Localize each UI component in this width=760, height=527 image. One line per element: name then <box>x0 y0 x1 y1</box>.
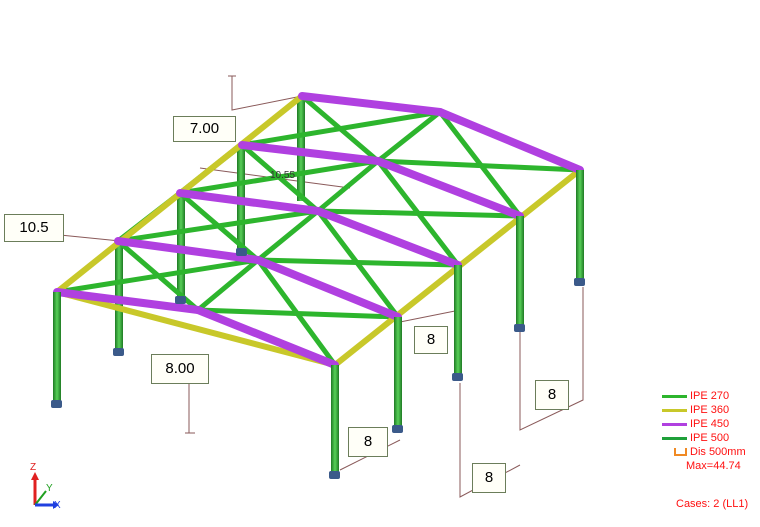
dimension-label-mid-span: 10.55 <box>270 170 296 181</box>
support <box>514 324 525 332</box>
axis-y-label: Y <box>46 483 53 494</box>
dimension-label-bay-b: 8 <box>535 380 569 410</box>
dimension-label-bay-c: 8 <box>348 427 388 457</box>
supports <box>51 248 585 479</box>
load-case-label: Cases: 2 (LL1) <box>676 498 749 510</box>
legend-item: IPE 270 <box>662 389 746 403</box>
column <box>177 193 185 298</box>
support <box>113 348 124 356</box>
legend-swatch <box>662 436 687 440</box>
columns-front <box>53 170 584 473</box>
legend-dis-label: Dis 500mm <box>690 446 746 458</box>
legend-item: IPE 450 <box>662 417 746 431</box>
dimension-label-bay-d: 8 <box>472 463 506 493</box>
support <box>392 425 403 433</box>
axis-z-label: Z <box>30 462 36 473</box>
rafters <box>53 92 584 369</box>
support <box>236 248 247 256</box>
column <box>576 170 584 280</box>
support <box>51 400 62 408</box>
legend-max-label: Max=44.74 <box>686 460 741 472</box>
dimension-label-front-height: 8.00 <box>151 354 209 384</box>
support <box>175 296 186 304</box>
dimension-label-top-height: 7.00 <box>173 116 236 142</box>
support <box>452 373 463 381</box>
support <box>574 278 585 286</box>
legend-label: IPE 450 <box>690 418 730 430</box>
legend-swatch <box>662 422 687 426</box>
dimension-label-left-width: 10.5 <box>4 214 64 242</box>
legend-displacement: Dis 500mm <box>662 445 746 459</box>
axis-x-label: X <box>54 500 61 511</box>
section-legend: IPE 270 IPE 360 IPE 450 IPE 500 Dis 500m… <box>662 389 746 473</box>
column <box>516 216 524 326</box>
column <box>53 292 61 402</box>
y-axis-arrow <box>34 490 47 506</box>
column <box>454 265 462 375</box>
legend-swatch <box>662 394 687 398</box>
axis-triad: Z Y X <box>30 462 61 511</box>
legend-item: IPE 500 <box>662 431 746 445</box>
column <box>394 317 402 427</box>
dimension-label-bay-a: 8 <box>414 326 448 354</box>
displacement-icon <box>674 448 687 456</box>
legend-label: IPE 360 <box>690 404 730 416</box>
support <box>329 471 340 479</box>
legend-label: IPE 500 <box>690 432 730 444</box>
column <box>331 365 339 473</box>
legend-item: IPE 360 <box>662 403 746 417</box>
legend-swatch <box>662 408 687 412</box>
legend-label: IPE 270 <box>690 390 730 402</box>
